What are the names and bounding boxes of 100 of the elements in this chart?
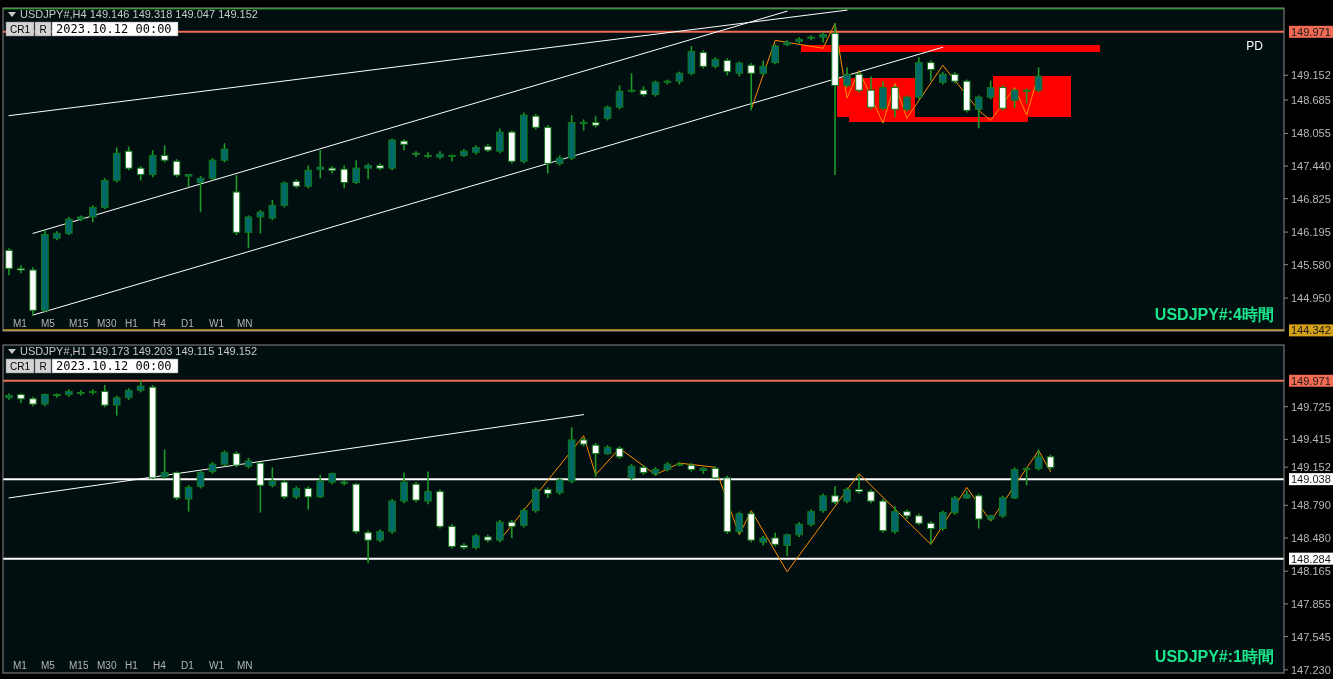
ref-line-label: 148.284 xyxy=(1291,552,1331,565)
chart-title: USDJPY#,H1 149.173 149.203 149.115 149.152 xyxy=(20,345,258,357)
candlestick xyxy=(304,164,313,190)
candlestick xyxy=(220,142,229,164)
candlestick xyxy=(974,492,983,530)
annotation: M5 xyxy=(41,660,56,671)
y-tick-label: 149.725 xyxy=(1291,400,1331,413)
candlestick xyxy=(268,199,277,221)
y-tick-label: 148.790 xyxy=(1291,499,1331,512)
annotation: M1 xyxy=(13,318,28,329)
candlestick xyxy=(771,43,779,66)
annotation: 2023.10.12 00:00 xyxy=(56,359,172,373)
candlestick xyxy=(986,79,995,101)
y-tick-label: 148.165 xyxy=(1291,565,1331,578)
annotation: H4 xyxy=(153,318,167,329)
candlestick xyxy=(855,71,863,94)
y-tick-label: 148.685 xyxy=(1291,94,1331,107)
candlestick xyxy=(148,149,157,178)
candlestick xyxy=(89,388,97,396)
ref-line-label: 144.342 xyxy=(1291,324,1331,337)
candlestick xyxy=(508,519,516,539)
y-tick-label: 145.580 xyxy=(1291,258,1331,271)
candlestick xyxy=(256,209,265,235)
y-tick-label: 148.055 xyxy=(1291,127,1331,140)
annotation: H4 xyxy=(153,660,167,671)
candlestick xyxy=(160,448,169,480)
annotation: PD xyxy=(1246,39,1264,53)
annotation: M30 xyxy=(97,660,117,671)
candlestick xyxy=(1010,87,1019,110)
candlestick xyxy=(939,509,947,532)
candlestick xyxy=(867,75,875,111)
text: USDJPY#:4時間 xyxy=(1154,306,1274,323)
annotation: R xyxy=(39,361,47,372)
annotation: CR1 xyxy=(9,361,31,372)
candlestick xyxy=(687,45,696,77)
ref-line-label: 149.038 xyxy=(1291,473,1331,486)
candlestick xyxy=(1034,66,1043,94)
candlestick xyxy=(448,523,456,550)
candlestick xyxy=(819,492,827,514)
annotation: H1 xyxy=(125,318,139,329)
annotation: M5 xyxy=(41,318,56,329)
text: USDJPY#:1時間 xyxy=(1154,648,1274,665)
candlestick xyxy=(496,127,504,155)
candlestick xyxy=(304,485,313,511)
candlestick xyxy=(424,470,432,506)
candlestick xyxy=(735,510,744,535)
annotation: M15 xyxy=(69,318,89,329)
candlestick xyxy=(268,466,277,489)
annotation: W1 xyxy=(209,660,225,671)
annotation: D1 xyxy=(181,318,195,329)
y-tick-label: 146.825 xyxy=(1291,192,1331,205)
candlestick xyxy=(496,519,504,544)
candlestick xyxy=(280,180,289,209)
annotation: W1 xyxy=(209,318,225,329)
annotation: R xyxy=(39,24,47,35)
annotation: MN xyxy=(237,318,253,329)
candlestick xyxy=(891,505,899,535)
candlestick xyxy=(5,247,13,277)
annotation: D1 xyxy=(181,660,195,671)
candlestick xyxy=(196,175,205,213)
candlestick xyxy=(184,484,193,513)
candlestick xyxy=(974,94,983,130)
candlestick xyxy=(747,62,756,112)
annotation: 2023.10.12 00:00 xyxy=(56,22,172,36)
candlestick xyxy=(891,84,899,119)
chart-title: USDJPY#,H4 149.146 149.318 149.047 149.152 xyxy=(20,8,258,20)
ref-line-label: 149.971 xyxy=(1291,374,1331,387)
annotation: M1 xyxy=(13,660,28,671)
y-tick-label: 147.230 xyxy=(1291,663,1331,676)
y-tick-label: 147.440 xyxy=(1291,160,1331,173)
candlestick xyxy=(927,59,935,82)
candlestick xyxy=(412,481,420,503)
candlestick xyxy=(364,162,372,181)
ref-line-label: 149.971 xyxy=(1291,25,1331,38)
candlestick xyxy=(879,80,887,112)
candlestick xyxy=(699,49,708,70)
y-tick-label: 147.545 xyxy=(1291,630,1331,643)
candlestick xyxy=(531,486,540,514)
candlestick xyxy=(77,389,85,397)
candlestick xyxy=(100,384,109,409)
candlestick xyxy=(927,520,935,546)
candlestick xyxy=(352,159,360,185)
candlestick xyxy=(448,153,456,163)
candlestick xyxy=(124,145,133,172)
candlestick xyxy=(65,216,73,236)
candlestick xyxy=(244,214,253,250)
annotation: CR1 xyxy=(9,24,31,35)
annotation: M30 xyxy=(97,318,117,329)
candlestick xyxy=(998,495,1007,519)
annotation: H1 xyxy=(125,660,139,671)
candlestick xyxy=(208,157,217,182)
candlestick xyxy=(112,394,121,417)
candlestick xyxy=(172,158,181,178)
candlestick xyxy=(316,149,325,180)
candlestick xyxy=(519,507,528,529)
annotation: MN xyxy=(237,660,253,671)
y-tick-label: 147.855 xyxy=(1291,597,1331,610)
annotation: M15 xyxy=(69,660,89,671)
y-tick-label: 149.152 xyxy=(1291,69,1331,82)
candlestick xyxy=(316,473,325,499)
